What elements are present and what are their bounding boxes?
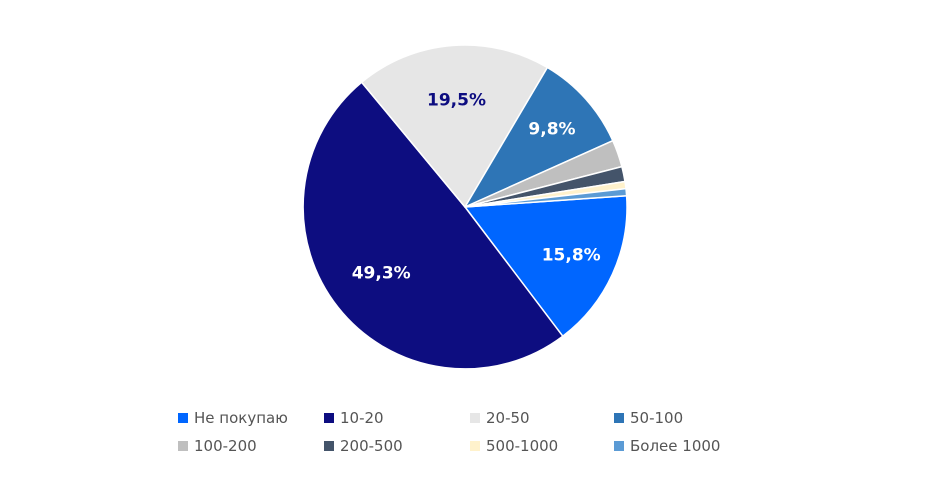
legend-item-10-20: 10-20 <box>324 409 470 427</box>
legend-swatch <box>614 441 624 451</box>
legend-item-bolee-1000: Более 1000 <box>614 437 754 455</box>
pie-data-label-0: 15,8% <box>542 245 601 265</box>
legend-swatch <box>324 441 334 451</box>
pie-data-labels: 15,8% 49,3% 19,5% 9,8% <box>352 90 601 283</box>
legend-item-ne-pokupayu: Не покупаю <box>178 409 324 427</box>
legend-item-100-200: 100-200 <box>178 437 324 455</box>
legend-row-2: 100-200 200-500 500-1000 Более 1000 <box>178 432 778 460</box>
pie-chart: 15,8% 49,3% 19,5% 9,8% <box>302 44 628 370</box>
legend-item-20-50: 20-50 <box>470 409 614 427</box>
legend-label: Более 1000 <box>630 437 721 455</box>
pie-data-label-2: 19,5% <box>427 90 486 110</box>
legend-swatch <box>614 413 624 423</box>
legend-label: 10-20 <box>340 409 384 427</box>
pie-slice-0 <box>464 194 628 337</box>
legend-label: 500-1000 <box>486 437 559 455</box>
legend-label: 50-100 <box>630 409 684 427</box>
pie-slice-1 <box>302 81 564 370</box>
pie-slice-3 <box>464 66 614 208</box>
legend-label: 100-200 <box>194 437 257 455</box>
legend-swatch <box>470 441 480 451</box>
legend-item-50-100: 50-100 <box>614 409 754 427</box>
legend-swatch <box>470 413 480 423</box>
legend: Не покупаю 10-20 20-50 50-100 100-200 20… <box>178 404 778 460</box>
legend-swatch <box>178 413 188 423</box>
pie-slice-7 <box>464 187 628 208</box>
legend-label: 20-50 <box>486 409 530 427</box>
pie-data-label-1: 49,3% <box>352 263 411 283</box>
legend-swatch <box>324 413 334 423</box>
pie-slices <box>302 44 628 370</box>
legend-item-500-1000: 500-1000 <box>470 437 614 455</box>
legend-row-1: Не покупаю 10-20 20-50 50-100 <box>178 404 778 432</box>
legend-label: 200-500 <box>340 437 403 455</box>
pie-data-label-3: 9,8% <box>528 119 575 139</box>
pie-slice-2 <box>360 44 549 208</box>
legend-item-200-500: 200-500 <box>324 437 470 455</box>
legend-swatch <box>178 441 188 451</box>
legend-label: Не покупаю <box>194 409 288 427</box>
